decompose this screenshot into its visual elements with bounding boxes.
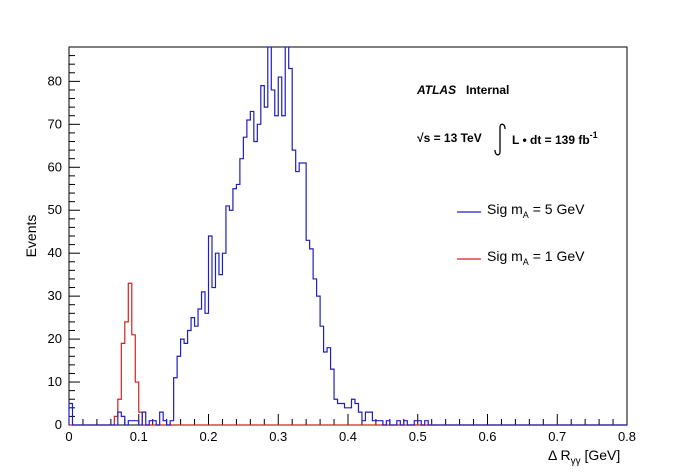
y-axis-label: Events bbox=[23, 215, 39, 258]
x-tick-label: 0.1 bbox=[130, 429, 148, 444]
y-tick-label: 60 bbox=[48, 159, 62, 174]
y-tick-label: 0 bbox=[55, 417, 62, 432]
x-tick-label: 0.5 bbox=[409, 429, 427, 444]
x-axis-label: Δ Rγγ [GeV] bbox=[548, 447, 620, 467]
y-tick-label: 40 bbox=[48, 245, 62, 260]
y-tick-label: 20 bbox=[48, 331, 62, 346]
energy-label: √s = 13 TeV bbox=[417, 131, 482, 145]
y-tick-label: 50 bbox=[48, 202, 62, 217]
tick-labels: 0 0.1 0.2 0.3 0.4 0.5 0.6 0.7 0.8 0 10 20 30 40 50 60 70… bbox=[48, 73, 637, 444]
series-layer bbox=[68, 46, 627, 426]
lumi-label: L • dt = 139 fb-1 bbox=[512, 130, 598, 147]
x-tick-label: 0.6 bbox=[478, 429, 496, 444]
axis-ticks bbox=[68, 46, 628, 426]
x-tick-label: 0.8 bbox=[618, 429, 636, 444]
legend-label-1gev: Sig mA = 1 GeV bbox=[487, 248, 585, 267]
status-label: Internal bbox=[466, 83, 509, 97]
y-tick-label: 30 bbox=[48, 288, 62, 303]
legend-label-5gev: Sig mA = 5 GeV bbox=[487, 201, 585, 220]
x-tick-label: 0.4 bbox=[339, 429, 357, 444]
legend: Sig mA = 5 GeV Sig mA = 1 GeV bbox=[457, 201, 585, 267]
x-tick-label: 0 bbox=[65, 429, 72, 444]
experiment-label: ATLAS bbox=[416, 83, 456, 97]
integral-sign bbox=[494, 123, 506, 156]
y-tick-label: 70 bbox=[48, 116, 62, 131]
x-tick-label: 0.2 bbox=[199, 429, 217, 444]
x-tick-label: 0.7 bbox=[548, 429, 566, 444]
y-tick-label: 80 bbox=[48, 73, 62, 88]
x-tick-label: 0.3 bbox=[269, 429, 287, 444]
histogram-series-1gev bbox=[69, 282, 627, 426]
histogram-series-5gev bbox=[68, 46, 627, 426]
y-tick-label: 10 bbox=[48, 374, 62, 389]
plot-frame bbox=[68, 46, 628, 426]
